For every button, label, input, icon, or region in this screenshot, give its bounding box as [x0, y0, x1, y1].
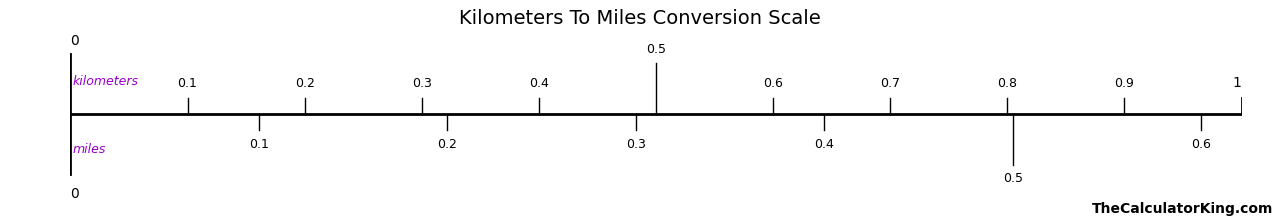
Text: 0.2: 0.2 — [294, 77, 315, 90]
Text: 0.5: 0.5 — [1002, 172, 1023, 185]
Text: miles: miles — [73, 143, 106, 156]
Text: 0.4: 0.4 — [529, 77, 549, 90]
Text: 0.6: 0.6 — [763, 77, 783, 90]
Text: 0.8: 0.8 — [997, 77, 1018, 90]
Text: 0.9: 0.9 — [1115, 77, 1134, 90]
Text: kilometers: kilometers — [73, 75, 138, 88]
Text: 0.7: 0.7 — [881, 77, 900, 90]
Text: 0: 0 — [70, 187, 79, 201]
Text: 0.1: 0.1 — [178, 77, 197, 90]
Text: 0.3: 0.3 — [412, 77, 431, 90]
Text: Kilometers To Miles Conversion Scale: Kilometers To Miles Conversion Scale — [460, 9, 820, 28]
Text: 1: 1 — [1233, 76, 1242, 90]
Text: 0.3: 0.3 — [626, 138, 646, 151]
Text: 0.6: 0.6 — [1192, 138, 1211, 151]
Text: TheCalculatorKing.com: TheCalculatorKing.com — [1092, 202, 1274, 216]
Text: 0: 0 — [70, 34, 79, 48]
Text: 0.5: 0.5 — [646, 43, 666, 56]
Text: 0.1: 0.1 — [248, 138, 269, 151]
Text: 0.2: 0.2 — [438, 138, 457, 151]
Text: 0.4: 0.4 — [814, 138, 835, 151]
